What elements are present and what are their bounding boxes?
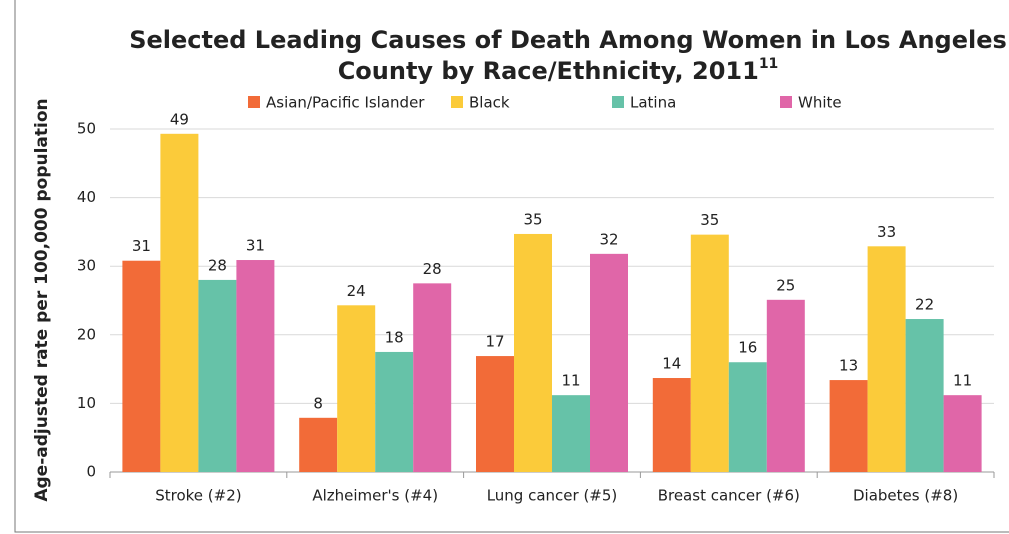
bar [514,233,552,472]
legend-swatch [612,96,624,108]
value-label: 13 [839,357,858,375]
bar [375,351,414,472]
x-tick-label: Diabetes (#8) [853,487,958,505]
legend-label: Black [469,94,510,112]
bar [867,246,906,472]
bar [122,260,161,472]
value-label: 11 [561,372,580,390]
bar [590,253,628,472]
bar [829,380,868,472]
bar [337,305,376,472]
y-tick-label: 40 [77,188,96,206]
bar [476,356,514,472]
bar [552,395,590,472]
bar [236,260,275,472]
value-label: 32 [599,230,618,248]
x-tick-label: Alzheimer's (#4) [312,487,438,505]
value-label: 8 [313,394,323,412]
legend-swatch [451,96,463,108]
value-label: 24 [347,282,366,300]
value-label: 22 [915,296,934,314]
value-label: 33 [877,223,896,241]
bar [943,395,982,472]
value-label: 25 [776,276,795,294]
bar [413,283,452,472]
y-axis-label: Age-adjusted rate per 100,000 population [32,98,52,501]
x-tick-label: Breast cancer (#6) [658,487,800,505]
bar [905,319,944,472]
legend-swatch [780,96,792,108]
value-label: 49 [170,110,189,128]
y-tick-label: 20 [77,325,96,343]
legend-swatch [248,96,260,108]
legend-label: Asian/Pacific Islander [266,94,425,112]
value-label: 35 [700,211,719,229]
bar [728,362,767,472]
bar [652,378,691,472]
value-label: 18 [385,328,404,346]
value-label: 14 [662,355,681,373]
y-tick-label: 50 [77,120,96,138]
bar [766,299,805,472]
value-label: 11 [953,372,972,390]
y-tick-label: 30 [77,257,96,275]
value-label: 31 [246,237,265,255]
value-label: 16 [738,339,757,357]
x-tick-label: Lung cancer (#5) [487,487,618,505]
value-label: 17 [485,333,504,351]
y-tick-label: 10 [77,394,96,412]
value-label: 35 [523,210,542,228]
legend-label: Latina [630,94,676,112]
legend-label: White [798,94,842,112]
title-line: County by Race/Ethnicity, 2011 [338,57,759,85]
bar [299,417,338,472]
value-label: 28 [423,260,442,278]
title-superscript: 11 [759,56,778,72]
x-tick-label: Stroke (#2) [155,487,241,505]
bar [160,133,199,472]
value-label: 28 [208,256,227,274]
bar [690,234,729,472]
frame [14,0,1009,533]
chart-title: County by Race/Ethnicity, 201111 [338,56,779,85]
bar [198,279,237,472]
chart-title: Selected Leading Causes of Death Among W… [129,26,1007,54]
y-tick-label: 0 [86,463,96,481]
value-label: 31 [132,237,151,255]
